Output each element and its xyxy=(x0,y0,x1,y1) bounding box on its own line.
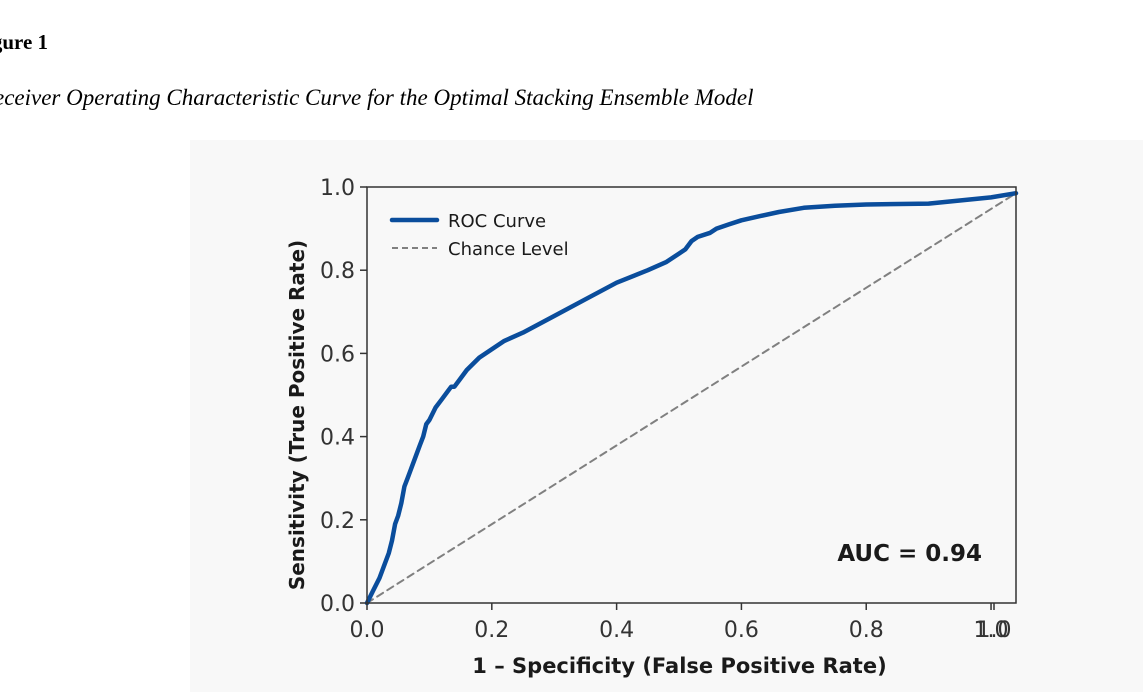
x-tick-label: 0.0 xyxy=(350,618,385,643)
x-tick-label: 0.8 xyxy=(849,618,884,643)
y-tick-label: 0.0 xyxy=(320,592,355,617)
y-tick-label: 1.0 xyxy=(320,176,355,201)
y-axis-label: Sensitivity (True Positive Rate) xyxy=(285,240,309,590)
x-tick-label: 0.2 xyxy=(474,618,509,643)
chart-panel xyxy=(190,140,1143,692)
y-tick-label: 0.2 xyxy=(320,509,355,534)
plot-frame xyxy=(366,186,1017,604)
legend-roc-label: ROC Curve xyxy=(448,211,546,232)
roc-curve-line xyxy=(364,190,1019,606)
chance-level-line xyxy=(366,192,1017,604)
y-tick-label: 0.6 xyxy=(320,342,355,367)
legend-chance-label: Chance Level xyxy=(448,239,569,260)
x-tick-label: 0.4 xyxy=(599,618,634,643)
auc-annotation: AUC = 0.94 xyxy=(837,541,982,567)
x-tick-label: 1.0 xyxy=(974,618,1009,643)
x-tick-label: 0.6 xyxy=(724,618,759,643)
y-tick-label: 0.4 xyxy=(320,426,355,451)
x-tick-label: 1.0 xyxy=(977,618,1012,643)
figure-label: igure 1 xyxy=(0,30,49,54)
figure-caption: eceiver Operating Characteristic Curve f… xyxy=(0,85,754,110)
y-tick-label: 0.8 xyxy=(320,259,355,284)
x-axis-label: 1 – Specificity (False Positive Rate) xyxy=(472,654,886,678)
